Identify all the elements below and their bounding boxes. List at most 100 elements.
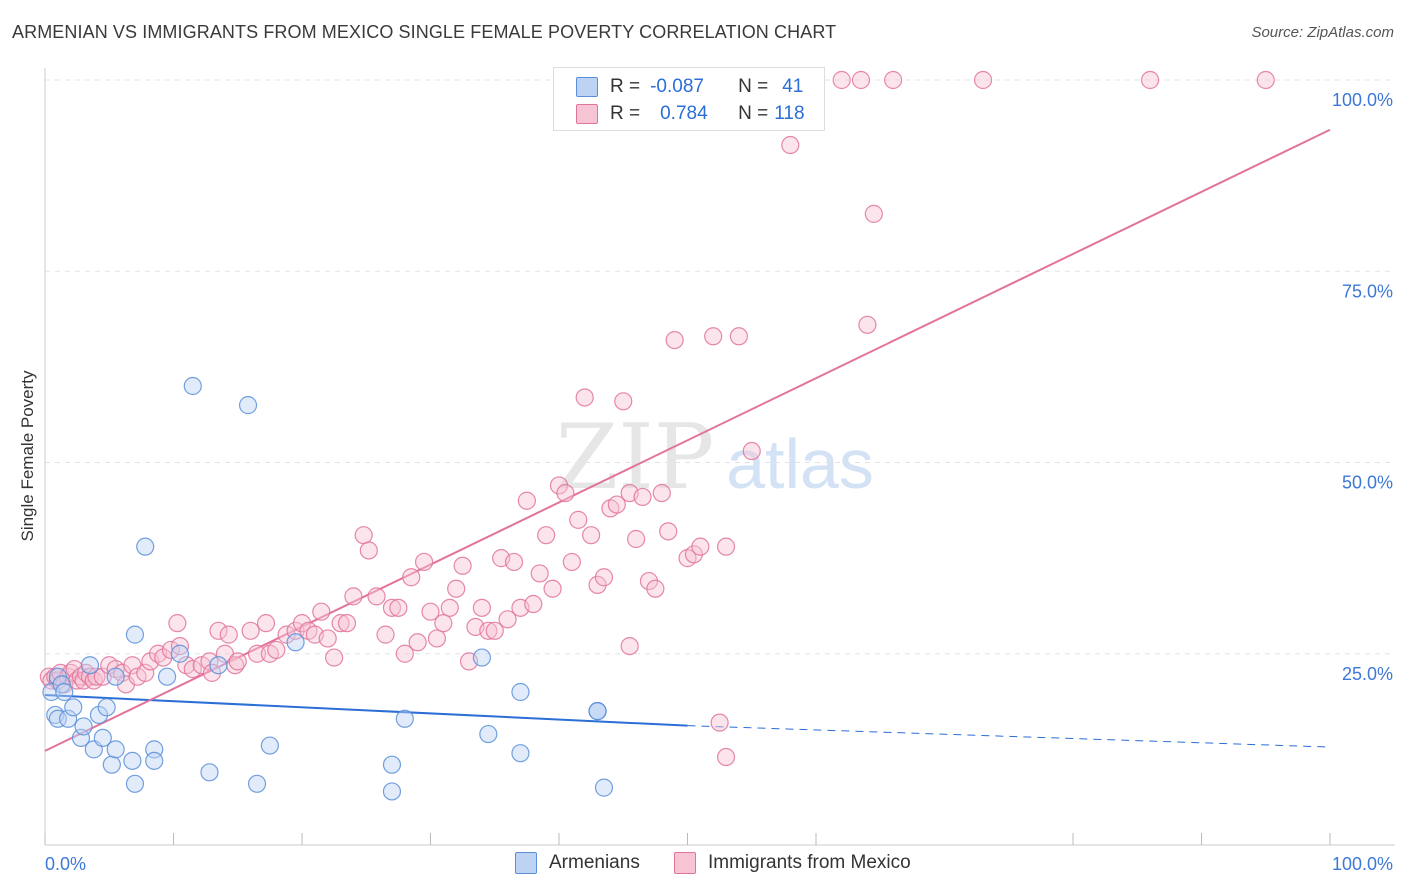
mexico-label: Immigrants from Mexico bbox=[708, 852, 911, 873]
mexico-point bbox=[614, 392, 633, 411]
mexico-point bbox=[376, 625, 395, 644]
armenian-point bbox=[472, 648, 491, 667]
tick-labels: 25.0% 50.0% 75.0% 100.0% 0.0% 100.0% bbox=[45, 90, 1393, 874]
mexico-point bbox=[241, 621, 260, 640]
armenian-point bbox=[74, 717, 93, 736]
mexico-point bbox=[633, 487, 652, 507]
armenian-point bbox=[93, 728, 112, 748]
armenian-point bbox=[511, 744, 530, 763]
armenian-point bbox=[479, 724, 498, 744]
mexico-point bbox=[395, 644, 414, 663]
mexico-point bbox=[402, 568, 421, 587]
mexico-point bbox=[729, 327, 749, 346]
mexico-point bbox=[607, 495, 626, 514]
legend-n-label: N = bbox=[738, 103, 769, 124]
armenian-point bbox=[80, 656, 100, 675]
mexico-point bbox=[530, 564, 549, 583]
armenian-point bbox=[48, 709, 67, 728]
armenian-point bbox=[89, 705, 109, 725]
mexico-point bbox=[691, 537, 710, 556]
series-legend: Armenians Immigrants from Mexico bbox=[0, 852, 1406, 878]
legend-n-value: 118 bbox=[774, 103, 805, 124]
armenian-point bbox=[71, 728, 91, 748]
armenian-point bbox=[238, 396, 258, 415]
mexico-point bbox=[582, 526, 601, 545]
mexico-point bbox=[87, 667, 106, 686]
mexico-point bbox=[427, 629, 447, 648]
mexico-point bbox=[537, 526, 556, 545]
mexico-point bbox=[704, 327, 723, 346]
armenian-point bbox=[286, 633, 305, 652]
armenian-point bbox=[511, 682, 530, 702]
mexico-point bbox=[517, 491, 536, 510]
mexico-point bbox=[716, 537, 736, 556]
axes bbox=[44, 68, 1395, 846]
mexico-point bbox=[556, 484, 575, 503]
mexico-point bbox=[161, 640, 181, 660]
grid-lines bbox=[45, 79, 1395, 655]
legend-row-armenians: R = -0.087 N = 41 bbox=[576, 75, 803, 99]
mexico-point bbox=[562, 552, 581, 572]
mexico-point bbox=[318, 629, 337, 648]
armenian-point bbox=[209, 656, 228, 675]
armenian-point bbox=[106, 667, 125, 686]
armenian-point bbox=[125, 774, 145, 793]
mexico-point bbox=[389, 598, 408, 617]
mexico-trend-line bbox=[44, 128, 1331, 752]
armenian-point bbox=[102, 755, 121, 774]
legend-item-armenians[interactable]: Armenians bbox=[515, 852, 640, 874]
mexico-point bbox=[219, 625, 238, 644]
data-points bbox=[39, 70, 1275, 801]
legend-r-label: R = bbox=[610, 103, 641, 124]
mexico-point bbox=[485, 621, 504, 640]
legend-r-value: 0.784 bbox=[660, 103, 708, 124]
mexico-point bbox=[504, 552, 524, 572]
x-tick-label-max: 100.0% bbox=[1332, 854, 1393, 874]
legend-r-value: -0.087 bbox=[650, 76, 704, 97]
mexico-point bbox=[569, 510, 588, 529]
mexico-point bbox=[498, 610, 517, 629]
armenian-point bbox=[247, 774, 267, 793]
legend-item-mexico[interactable]: Immigrants from Mexico bbox=[674, 852, 911, 874]
mexico-point bbox=[267, 640, 286, 660]
armenian-point bbox=[382, 755, 402, 774]
mexico-point bbox=[479, 621, 498, 640]
legend-n-label: N = bbox=[738, 76, 769, 97]
x-tick-label-min: 0.0% bbox=[45, 854, 86, 874]
armenians-swatch bbox=[515, 852, 537, 874]
armenian-point bbox=[123, 751, 142, 770]
watermark-atlas: atlas bbox=[726, 425, 874, 503]
mexico-point bbox=[710, 713, 729, 732]
armenian-point bbox=[125, 625, 145, 644]
mexico-point bbox=[716, 747, 736, 767]
mexico-point bbox=[170, 636, 190, 656]
armenian-point bbox=[382, 782, 402, 801]
armenian-point bbox=[200, 763, 219, 782]
mexico-point bbox=[168, 614, 187, 633]
armenian-point bbox=[136, 537, 155, 556]
armenian-point bbox=[183, 376, 202, 396]
chart-title: ARMENIAN VS IMMIGRANTS FROM MEXICO SINGL… bbox=[12, 22, 837, 42]
armenians-trend-extension bbox=[687, 725, 1331, 748]
mexico-point bbox=[408, 633, 427, 652]
mexico-point bbox=[620, 636, 639, 656]
mexico-point bbox=[851, 70, 871, 90]
y-axis-label: Single Female Poverty bbox=[18, 370, 37, 542]
armenian-point bbox=[395, 709, 414, 728]
armenian-point bbox=[55, 682, 74, 702]
y-tick-label: 50.0% bbox=[1342, 473, 1393, 493]
watermark: ZIP atlas bbox=[556, 405, 874, 510]
mexico-point bbox=[575, 388, 594, 407]
mexico-point bbox=[1140, 70, 1160, 90]
mexico-point bbox=[256, 614, 276, 633]
armenian-point bbox=[106, 740, 125, 759]
mexico-point bbox=[781, 135, 800, 155]
armenians-label: Armenians bbox=[549, 852, 640, 873]
mexico-point bbox=[1256, 70, 1275, 90]
mexico-point bbox=[652, 484, 671, 503]
mexico-point bbox=[200, 652, 219, 671]
mexico-point bbox=[325, 648, 344, 667]
armenian-point bbox=[59, 709, 78, 728]
mexico-point bbox=[136, 663, 155, 682]
